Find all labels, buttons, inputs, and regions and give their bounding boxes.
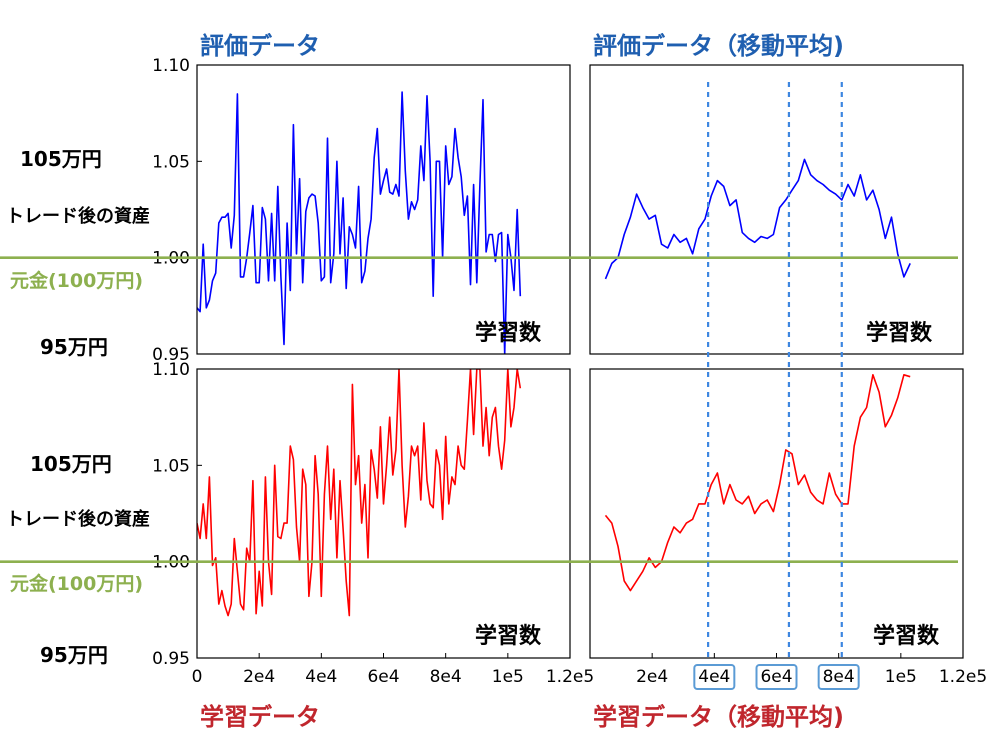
train_ma-series-line: [604, 373, 911, 592]
train-header: 学習データ: [200, 703, 320, 731]
eval-header: 評価データ: [200, 32, 320, 60]
train_ma-xtick-label: 6e4: [760, 667, 792, 687]
eval-ma-header: 評価データ（移動平均): [593, 32, 844, 60]
eval-ma-corner-label: 学習数: [866, 320, 933, 346]
overlay: [0, 82, 958, 690]
eval-ytick-label: 0.95: [152, 345, 190, 365]
top-label-after-trade: トレード後の資産: [6, 205, 150, 227]
train_ma-xtick-label: 1e5: [885, 667, 917, 687]
train-xtick-label: 0: [192, 667, 203, 687]
train-xtick-label: 8e4: [430, 667, 462, 687]
train-ma-corner-label: 学習数: [873, 623, 940, 649]
train-ma-header: 学習データ（移動平均): [593, 703, 844, 731]
train-ytick-label: 1.10: [152, 360, 190, 380]
bottom-label-principal: 元金(100万円): [10, 572, 143, 595]
eval-corner-label: 学習数: [475, 320, 542, 346]
train-xtick-label: 1e5: [492, 667, 524, 687]
train-xtick-label: 6e4: [367, 667, 399, 687]
eval_ma-series-line: [604, 158, 911, 280]
highlight-box-6e4: [755, 664, 798, 690]
train_ma-xtick-label: 2e4: [636, 667, 668, 687]
top-label-95: 95万円: [40, 335, 108, 359]
train_ma-axes-frame: [589, 368, 964, 659]
train-ytick-label: 0.95: [152, 649, 190, 669]
eval-panel: 1.101.051.000.95: [152, 56, 571, 365]
eval-ma-panel: [589, 64, 964, 355]
train_ma-xtick-label: 4e4: [698, 667, 730, 687]
train-corner-label: 学習数: [475, 623, 542, 649]
train-xtick-label: 1.2e5: [546, 667, 594, 687]
train_ma-xtick-label: 8e4: [823, 667, 855, 687]
bottom-label-105: 105万円: [30, 452, 112, 476]
highlight-box-4e4: [693, 664, 736, 690]
eval-axes-frame: [196, 64, 571, 355]
train-series-line: [197, 369, 522, 617]
eval-ytick-label: 1.05: [152, 152, 190, 172]
top-label-principal: 元金(100万円): [10, 269, 143, 292]
train-xtick-label: 4e4: [305, 667, 337, 687]
bottom-label-95: 95万円: [40, 643, 108, 667]
bottom-label-after-trade: トレード後の資産: [6, 508, 150, 530]
eval-ytick-label: 1.10: [152, 56, 190, 76]
highlight-box-8e4: [817, 664, 860, 690]
train-ma-panel: 2e4 4e4 6e4 8e4 1e5 1.2e5: [589, 368, 987, 687]
eval_ma-axes-frame: [589, 64, 964, 355]
eval-series-line: [197, 91, 522, 354]
train-xtick-label: 2e4: [243, 667, 275, 687]
top-label-105: 105万円: [20, 147, 102, 171]
train-ytick-label: 1.05: [152, 456, 190, 476]
train_ma-xtick-label: 1.2e5: [939, 667, 987, 687]
